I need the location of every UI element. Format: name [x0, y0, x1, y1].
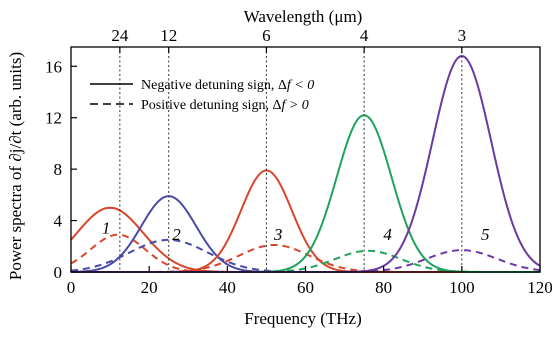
top-tick-label: 24 — [111, 26, 129, 45]
curve-label: 4 — [383, 225, 392, 244]
x-axis-title: Frequency (THz) — [244, 309, 362, 328]
y-tick-label: 4 — [54, 212, 63, 231]
x-tick-label: 80 — [375, 278, 392, 297]
y-tick-label: 16 — [45, 57, 62, 76]
y-tick-label: 0 — [54, 263, 63, 282]
x-tick-label: 20 — [141, 278, 158, 297]
x-tick-label: 100 — [449, 278, 475, 297]
top-tick-label: 4 — [360, 26, 369, 45]
series-2-solid-line — [70, 195, 540, 273]
curve-label: 5 — [481, 225, 490, 244]
legend-label-dashed: Positive detuning sign, Δf > 0 — [141, 98, 309, 113]
legend-label-solid: Negative detuning sign, Δf < 0 — [141, 78, 314, 93]
y-tick-label: 12 — [45, 109, 62, 128]
x-tick-label: 120 — [527, 278, 553, 297]
y-tick-label: 8 — [54, 160, 63, 179]
curve-label: 2 — [172, 225, 181, 244]
top-tick-label: 6 — [262, 26, 271, 45]
curve-label: 1 — [102, 218, 111, 237]
x-tick-label: 60 — [297, 278, 314, 297]
labels-layer: 1 2 3 4 5 — [102, 218, 490, 243]
top-tick-label: 12 — [160, 26, 177, 45]
curve-label: 3 — [273, 225, 283, 244]
x-tick-label: 40 — [219, 278, 236, 297]
y-axis-title: Power spectra of ∂j/∂t (arb. units) — [6, 52, 25, 280]
top-axis-title: Wavelength (μm) — [244, 7, 363, 26]
x-tick-label: 0 — [67, 278, 76, 297]
series-4-solid-line — [71, 114, 540, 273]
legend: Negative detuning sign, Δf < 0 Positive d… — [90, 78, 314, 113]
top-tick-label: 3 — [458, 26, 467, 45]
